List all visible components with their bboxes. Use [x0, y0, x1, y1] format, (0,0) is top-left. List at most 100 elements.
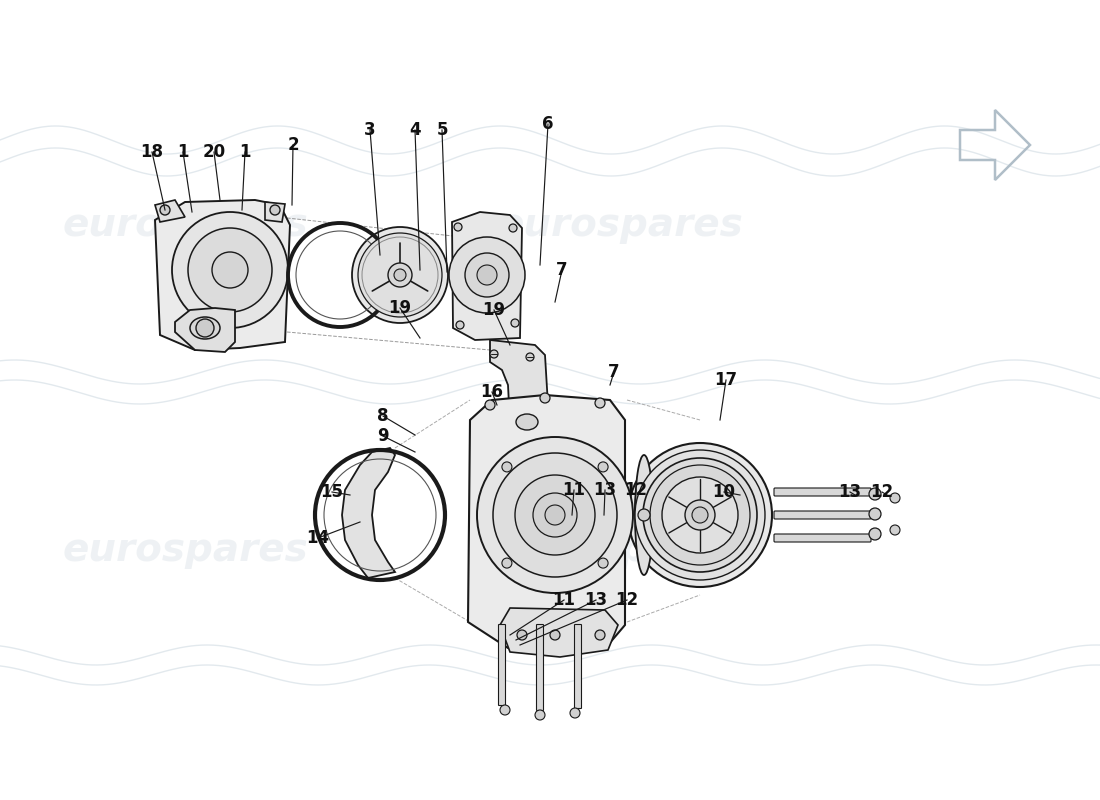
- FancyBboxPatch shape: [574, 625, 582, 709]
- Polygon shape: [468, 395, 625, 652]
- Circle shape: [628, 443, 772, 587]
- Circle shape: [502, 558, 512, 568]
- Text: 12: 12: [625, 481, 648, 499]
- Text: 7: 7: [557, 261, 568, 279]
- FancyBboxPatch shape: [498, 625, 506, 706]
- Circle shape: [638, 509, 650, 521]
- Text: eurospares: eurospares: [62, 531, 308, 569]
- Circle shape: [869, 528, 881, 540]
- Ellipse shape: [635, 455, 653, 575]
- Circle shape: [509, 224, 517, 232]
- Circle shape: [388, 263, 412, 287]
- Circle shape: [212, 252, 248, 288]
- Circle shape: [465, 253, 509, 297]
- Circle shape: [477, 437, 632, 593]
- Circle shape: [490, 350, 498, 358]
- Text: eurospares: eurospares: [497, 531, 742, 569]
- Circle shape: [493, 453, 617, 577]
- Circle shape: [526, 353, 534, 361]
- Text: 16: 16: [481, 383, 504, 401]
- Circle shape: [869, 508, 881, 520]
- Circle shape: [172, 212, 288, 328]
- Circle shape: [358, 233, 442, 317]
- Text: 12: 12: [615, 591, 639, 609]
- Circle shape: [454, 223, 462, 231]
- Text: 17: 17: [714, 371, 738, 389]
- Text: 7: 7: [608, 363, 619, 381]
- Polygon shape: [175, 308, 235, 352]
- Circle shape: [270, 205, 280, 215]
- Circle shape: [394, 269, 406, 281]
- Text: 14: 14: [307, 529, 330, 547]
- Text: 3: 3: [364, 121, 376, 139]
- Circle shape: [534, 493, 578, 537]
- Circle shape: [500, 705, 510, 715]
- Circle shape: [890, 525, 900, 535]
- Text: 13: 13: [584, 591, 607, 609]
- Text: 1: 1: [177, 143, 189, 161]
- Circle shape: [188, 228, 272, 312]
- Text: 1: 1: [240, 143, 251, 161]
- Text: 13: 13: [838, 483, 861, 501]
- Text: eurospares: eurospares: [62, 206, 308, 244]
- Circle shape: [456, 321, 464, 329]
- Circle shape: [595, 398, 605, 408]
- Circle shape: [540, 393, 550, 403]
- Circle shape: [570, 708, 580, 718]
- Circle shape: [196, 319, 214, 337]
- Text: 15: 15: [320, 483, 343, 501]
- FancyBboxPatch shape: [774, 511, 871, 519]
- Circle shape: [598, 558, 608, 568]
- Text: 4: 4: [409, 121, 421, 139]
- Circle shape: [515, 475, 595, 555]
- Text: 10: 10: [713, 483, 736, 501]
- Ellipse shape: [190, 317, 220, 339]
- Polygon shape: [452, 212, 522, 340]
- Text: 11: 11: [562, 481, 585, 499]
- Circle shape: [449, 237, 525, 313]
- Text: 20: 20: [202, 143, 226, 161]
- Circle shape: [685, 500, 715, 530]
- Circle shape: [544, 505, 565, 525]
- Circle shape: [595, 630, 605, 640]
- Polygon shape: [155, 200, 290, 350]
- Circle shape: [692, 507, 708, 523]
- Text: 2: 2: [287, 136, 299, 154]
- Text: 19: 19: [388, 299, 411, 317]
- Polygon shape: [500, 608, 618, 657]
- Text: 8: 8: [377, 407, 388, 425]
- Text: eurospares: eurospares: [497, 206, 742, 244]
- Circle shape: [644, 458, 757, 572]
- Circle shape: [535, 710, 544, 720]
- Circle shape: [662, 477, 738, 553]
- Circle shape: [650, 465, 750, 565]
- Circle shape: [890, 493, 900, 503]
- Circle shape: [635, 450, 764, 580]
- Circle shape: [477, 265, 497, 285]
- Ellipse shape: [516, 414, 538, 430]
- Polygon shape: [490, 340, 548, 430]
- Text: 9: 9: [377, 427, 388, 445]
- Polygon shape: [155, 200, 185, 222]
- Circle shape: [160, 205, 170, 215]
- Text: 13: 13: [593, 481, 617, 499]
- Circle shape: [517, 630, 527, 640]
- Text: 18: 18: [141, 143, 164, 161]
- FancyBboxPatch shape: [774, 534, 871, 542]
- Circle shape: [550, 630, 560, 640]
- Text: 11: 11: [552, 591, 575, 609]
- Circle shape: [352, 227, 448, 323]
- Circle shape: [869, 488, 881, 500]
- FancyBboxPatch shape: [774, 488, 871, 496]
- Circle shape: [598, 462, 608, 472]
- Polygon shape: [342, 448, 395, 578]
- Polygon shape: [265, 202, 285, 222]
- Text: 5: 5: [437, 121, 448, 139]
- Text: 19: 19: [483, 301, 506, 319]
- Text: 6: 6: [542, 115, 553, 133]
- Text: 12: 12: [870, 483, 893, 501]
- Circle shape: [512, 319, 519, 327]
- Circle shape: [485, 400, 495, 410]
- Circle shape: [502, 462, 512, 472]
- FancyBboxPatch shape: [537, 625, 543, 710]
